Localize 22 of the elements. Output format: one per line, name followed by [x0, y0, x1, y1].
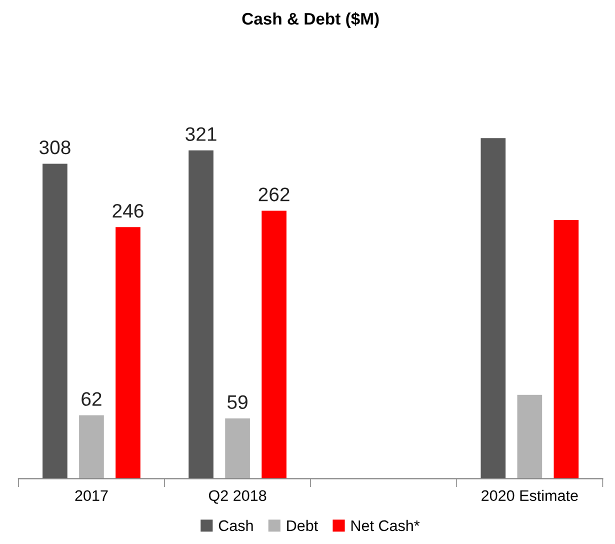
data-label: 62	[82, 392, 102, 406]
chart-title: Cash & Debt ($M)	[242, 12, 379, 28]
legend-label: Net Cash*	[351, 520, 420, 532]
legend-label: Debt	[287, 520, 318, 532]
data-label: 321	[186, 127, 216, 142]
data-label: 262	[258, 188, 290, 202]
x-tick-label: Q2 2018	[208, 490, 266, 504]
x-tick-label: 2017	[75, 490, 108, 502]
bar	[42, 164, 68, 479]
bar	[262, 210, 286, 479]
bar	[79, 415, 104, 479]
bar	[225, 418, 250, 479]
data-label: 246	[112, 204, 144, 218]
bar	[188, 150, 214, 479]
x-tick-label: 2020 Estimate	[482, 490, 578, 502]
data-label: 308	[39, 140, 70, 154]
bar	[116, 227, 140, 479]
data-label: 59	[228, 395, 248, 409]
bar	[554, 220, 579, 479]
bar	[517, 394, 542, 479]
legend-label: Cash	[218, 520, 253, 532]
bar	[480, 138, 506, 479]
